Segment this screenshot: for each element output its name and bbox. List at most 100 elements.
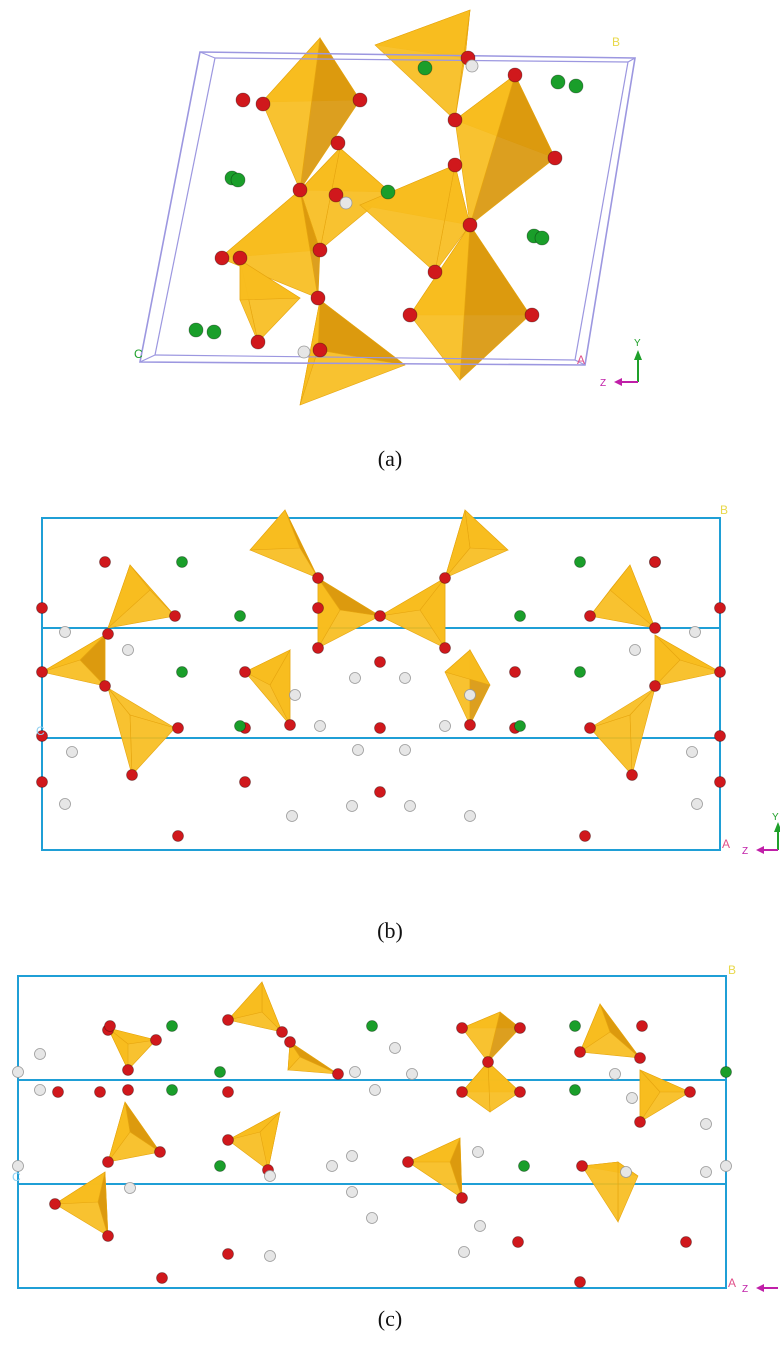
tetrahedron (461, 1011, 501, 1063)
oxygen-atom (402, 307, 418, 323)
oxygen-atom (312, 242, 328, 258)
oxygen-atom (714, 602, 726, 614)
chlorine-atom (550, 74, 566, 90)
oxygen-atom (352, 92, 368, 108)
oxygen-atom (584, 722, 596, 734)
oxygen-atom (636, 1020, 648, 1032)
oxygen-atom (634, 1052, 646, 1064)
hydrogen-atom (349, 672, 361, 684)
oxygen-atom (222, 1086, 234, 1098)
hydrogen-atom (352, 744, 364, 756)
hydrogen-atom (122, 644, 134, 656)
hydrogen-atom (389, 1042, 401, 1054)
oxygen-atom (374, 610, 386, 622)
oxygen-atom (284, 1036, 296, 1048)
chlorine-atom (514, 610, 526, 622)
hydrogen-atom (626, 1092, 638, 1104)
hydrogen-atom (369, 1084, 381, 1096)
hydrogen-atom (59, 798, 71, 810)
axis-y-label: Y (634, 338, 641, 349)
chlorine-atom (234, 610, 246, 622)
tetrahedron (244, 649, 291, 686)
hydrogen-atom (66, 746, 78, 758)
oxygen-atom (456, 1022, 468, 1034)
oxygen-atom (250, 334, 266, 350)
hydrogen-atom (700, 1118, 712, 1130)
unit-cell-c (17, 975, 727, 1289)
oxygen-atom (507, 67, 523, 83)
oxygen-atom (122, 1064, 134, 1076)
oxygen-atom (462, 217, 478, 233)
structure-a: B C A Y Z (134, 9, 642, 406)
oxygen-atom (509, 666, 521, 678)
atoms-a (188, 50, 584, 359)
chlorine-atom (574, 666, 586, 678)
tetrahedron (579, 1003, 611, 1053)
corner-label-a: A (722, 837, 730, 851)
oxygen-atom (439, 572, 451, 584)
panel-b: B C A Y Z (0, 490, 780, 890)
tetrahedron (261, 37, 321, 192)
hydrogen-atom (689, 626, 701, 638)
hydrogen-atom (264, 1170, 276, 1182)
oxygen-atom (36, 730, 48, 742)
axis-triad-a: Y Z (600, 338, 642, 389)
caption-a: (a) (377, 446, 403, 471)
tetrahedra-c (53, 981, 691, 1237)
tetrahedron (487, 1061, 521, 1113)
tetrahedron (249, 509, 301, 551)
corner-label-c: C (12, 1170, 21, 1184)
oxygen-atom (214, 250, 230, 266)
caption-b: (b) (377, 918, 403, 943)
tetrahedron (41, 634, 106, 673)
chlorine-atom (568, 78, 584, 94)
oxygen-atom (684, 1086, 696, 1098)
oxygen-atom (514, 1022, 526, 1034)
oxygen-atom (649, 680, 661, 692)
hydrogen-atom (700, 1166, 712, 1178)
tetrahedron (379, 577, 446, 617)
oxygen-atom (576, 1160, 588, 1172)
hydrogen-atom (339, 196, 353, 210)
oxygen-atom (292, 182, 308, 198)
hydrogen-atom (620, 1166, 632, 1178)
oxygen-atom (222, 1014, 234, 1026)
tetrahedron (454, 74, 516, 226)
axis-z-label: Z (742, 846, 748, 857)
hydrogen-atom (314, 720, 326, 732)
chlorine-atom (380, 184, 396, 200)
tetrahedron (227, 981, 263, 1021)
oxygen-atom (104, 1020, 116, 1032)
oxygen-atom (52, 1086, 64, 1098)
oxygen-atom (579, 830, 591, 842)
tetrahedron (227, 1111, 281, 1141)
axis-triad-b: Y Z (742, 812, 780, 857)
oxygen-atom (514, 1086, 526, 1098)
hydrogen-atom (124, 1182, 136, 1194)
tetrahedron (53, 1171, 106, 1205)
chlorine-atom (417, 60, 433, 76)
hydrogen-atom (34, 1048, 46, 1060)
corner-label-b: B (720, 503, 728, 517)
tetrahedron (589, 714, 633, 776)
hydrogen-atom (346, 800, 358, 812)
corner-label-b: B (612, 35, 620, 49)
atoms-b (36, 556, 726, 842)
chlorine-atom (166, 1020, 178, 1032)
oxygen-atom (680, 1236, 692, 1248)
tetrahedron (107, 1101, 131, 1163)
oxygen-atom (374, 786, 386, 798)
chlorine-atom (366, 1020, 378, 1032)
hydrogen-atom (286, 810, 298, 822)
structure-b: B C A Y Z (36, 503, 780, 857)
oxygen-atom (312, 572, 324, 584)
tetrahedron (239, 259, 301, 301)
hydrogen-atom (465, 59, 479, 73)
tetrahedron (407, 1137, 461, 1163)
oxygen-atom (310, 290, 326, 306)
hydrogen-atom (404, 800, 416, 812)
atoms-c (12, 1014, 732, 1288)
oxygen-atom (36, 666, 48, 678)
hydrogen-atom (346, 1150, 358, 1162)
oxygen-atom (312, 342, 328, 358)
